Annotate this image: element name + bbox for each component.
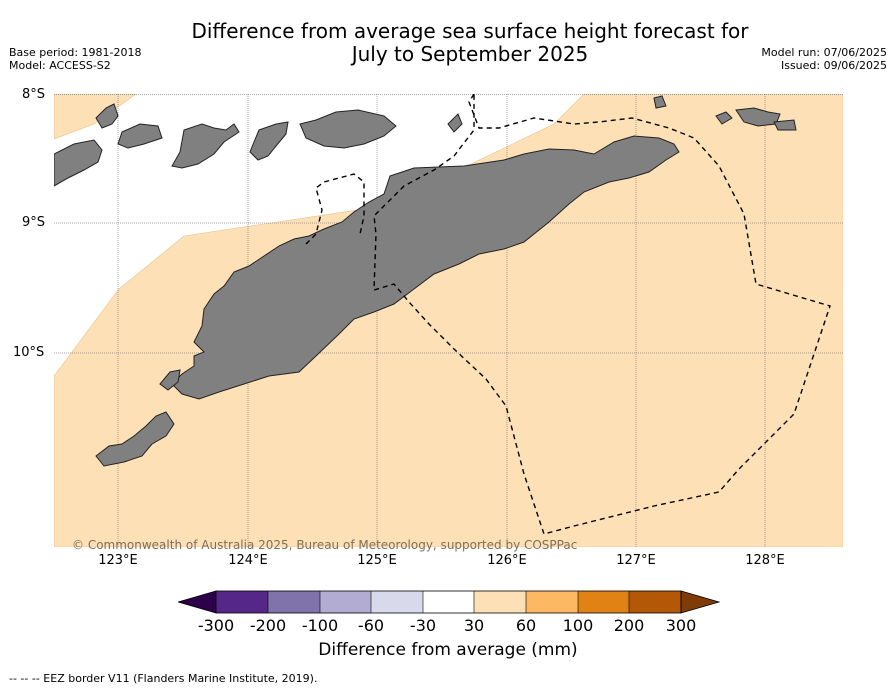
colorbar-tick-m30: -30 bbox=[409, 616, 437, 635]
lon-label-128e: 128°E bbox=[745, 553, 785, 568]
colorbar-tick-100: 100 bbox=[562, 616, 594, 635]
colorbar bbox=[178, 590, 720, 614]
lon-label-127e: 127°E bbox=[616, 553, 656, 568]
eez-border bbox=[373, 94, 831, 535]
pantar-island bbox=[249, 121, 289, 161]
colorbar-swatch-4 bbox=[371, 591, 423, 613]
land bbox=[54, 95, 797, 467]
meta-right: Model run: 07/06/2025 Issued: 09/06/2025 bbox=[761, 46, 887, 72]
lat-label-8s: 8°S bbox=[22, 87, 46, 102]
model-run: Model run: 07/06/2025 bbox=[761, 46, 887, 59]
base-period: Base period: 1981-2018 bbox=[9, 46, 142, 59]
colorbar-tick-m100: -100 bbox=[301, 616, 339, 635]
adonara-island bbox=[117, 123, 163, 149]
copyright-notice: © Commonwealth of Australia 2025, Bureau… bbox=[72, 538, 578, 552]
colorbar-extend-low bbox=[178, 590, 217, 614]
eez-footnote: -- -- -- EEZ border V11 (Flanders Marine… bbox=[9, 672, 318, 685]
map-title: Difference from average sea surface heig… bbox=[170, 20, 770, 66]
lon-label-126e: 126°E bbox=[487, 553, 527, 568]
colorbar-swatch-6 bbox=[474, 591, 526, 613]
wetar-island bbox=[735, 107, 781, 127]
colorbar-tick-m60: -60 bbox=[357, 616, 385, 635]
title-line-1: Difference from average sea surface heig… bbox=[191, 19, 749, 43]
colorbar-tick-30: 30 bbox=[463, 616, 485, 635]
colorbar-tick-200: 200 bbox=[613, 616, 645, 635]
lon-label-125e: 125°E bbox=[357, 553, 397, 568]
colorbar-swatch-1 bbox=[216, 591, 268, 613]
colorbar-label: Difference from average (mm) bbox=[318, 640, 578, 660]
colorbar-swatch-7 bbox=[526, 591, 578, 613]
colorbar-tick-60: 60 bbox=[515, 616, 537, 635]
timor-island bbox=[171, 135, 680, 400]
lon-label-124e: 124°E bbox=[228, 553, 268, 568]
colorbar-tick-m300: -300 bbox=[197, 616, 235, 635]
semau-island bbox=[159, 369, 181, 391]
model-name: Model: ACCESS-S2 bbox=[9, 59, 111, 72]
title-line-2: July to September 2025 bbox=[351, 42, 589, 66]
alor-island bbox=[299, 109, 397, 149]
lembata-island bbox=[171, 123, 240, 169]
colorbar-tick-300: 300 bbox=[665, 616, 697, 635]
eez-border-west bbox=[305, 173, 365, 245]
lat-label-9s: 9°S bbox=[22, 215, 46, 230]
reef-island bbox=[773, 119, 797, 131]
rote-island bbox=[95, 411, 175, 467]
colorbar-swatch-8 bbox=[578, 591, 629, 613]
colorbar-swatch-3 bbox=[320, 591, 371, 613]
lat-label-10s: 10°S bbox=[13, 345, 45, 360]
colorbar-tick-m200: -200 bbox=[249, 616, 287, 635]
atauro-island bbox=[653, 95, 667, 109]
map-canvas bbox=[54, 94, 843, 547]
colorbar-swatch-5 bbox=[423, 591, 474, 613]
colorbar-outline bbox=[215, 590, 682, 614]
lon-label-123e: 123°E bbox=[98, 553, 138, 568]
colorbar-extend-high bbox=[680, 590, 720, 614]
anomaly-corner bbox=[54, 94, 137, 140]
colorbar-swatch-2 bbox=[268, 591, 320, 613]
flores-east bbox=[54, 139, 103, 187]
solor-island bbox=[95, 103, 119, 129]
colorbar-swatch-9 bbox=[629, 591, 681, 613]
kisar-island bbox=[447, 113, 463, 133]
small-island-east bbox=[715, 111, 733, 125]
issued-date: Issued: 09/06/2025 bbox=[780, 59, 887, 72]
meta-left: Base period: 1981-2018 Model: ACCESS-S2 bbox=[9, 46, 141, 72]
